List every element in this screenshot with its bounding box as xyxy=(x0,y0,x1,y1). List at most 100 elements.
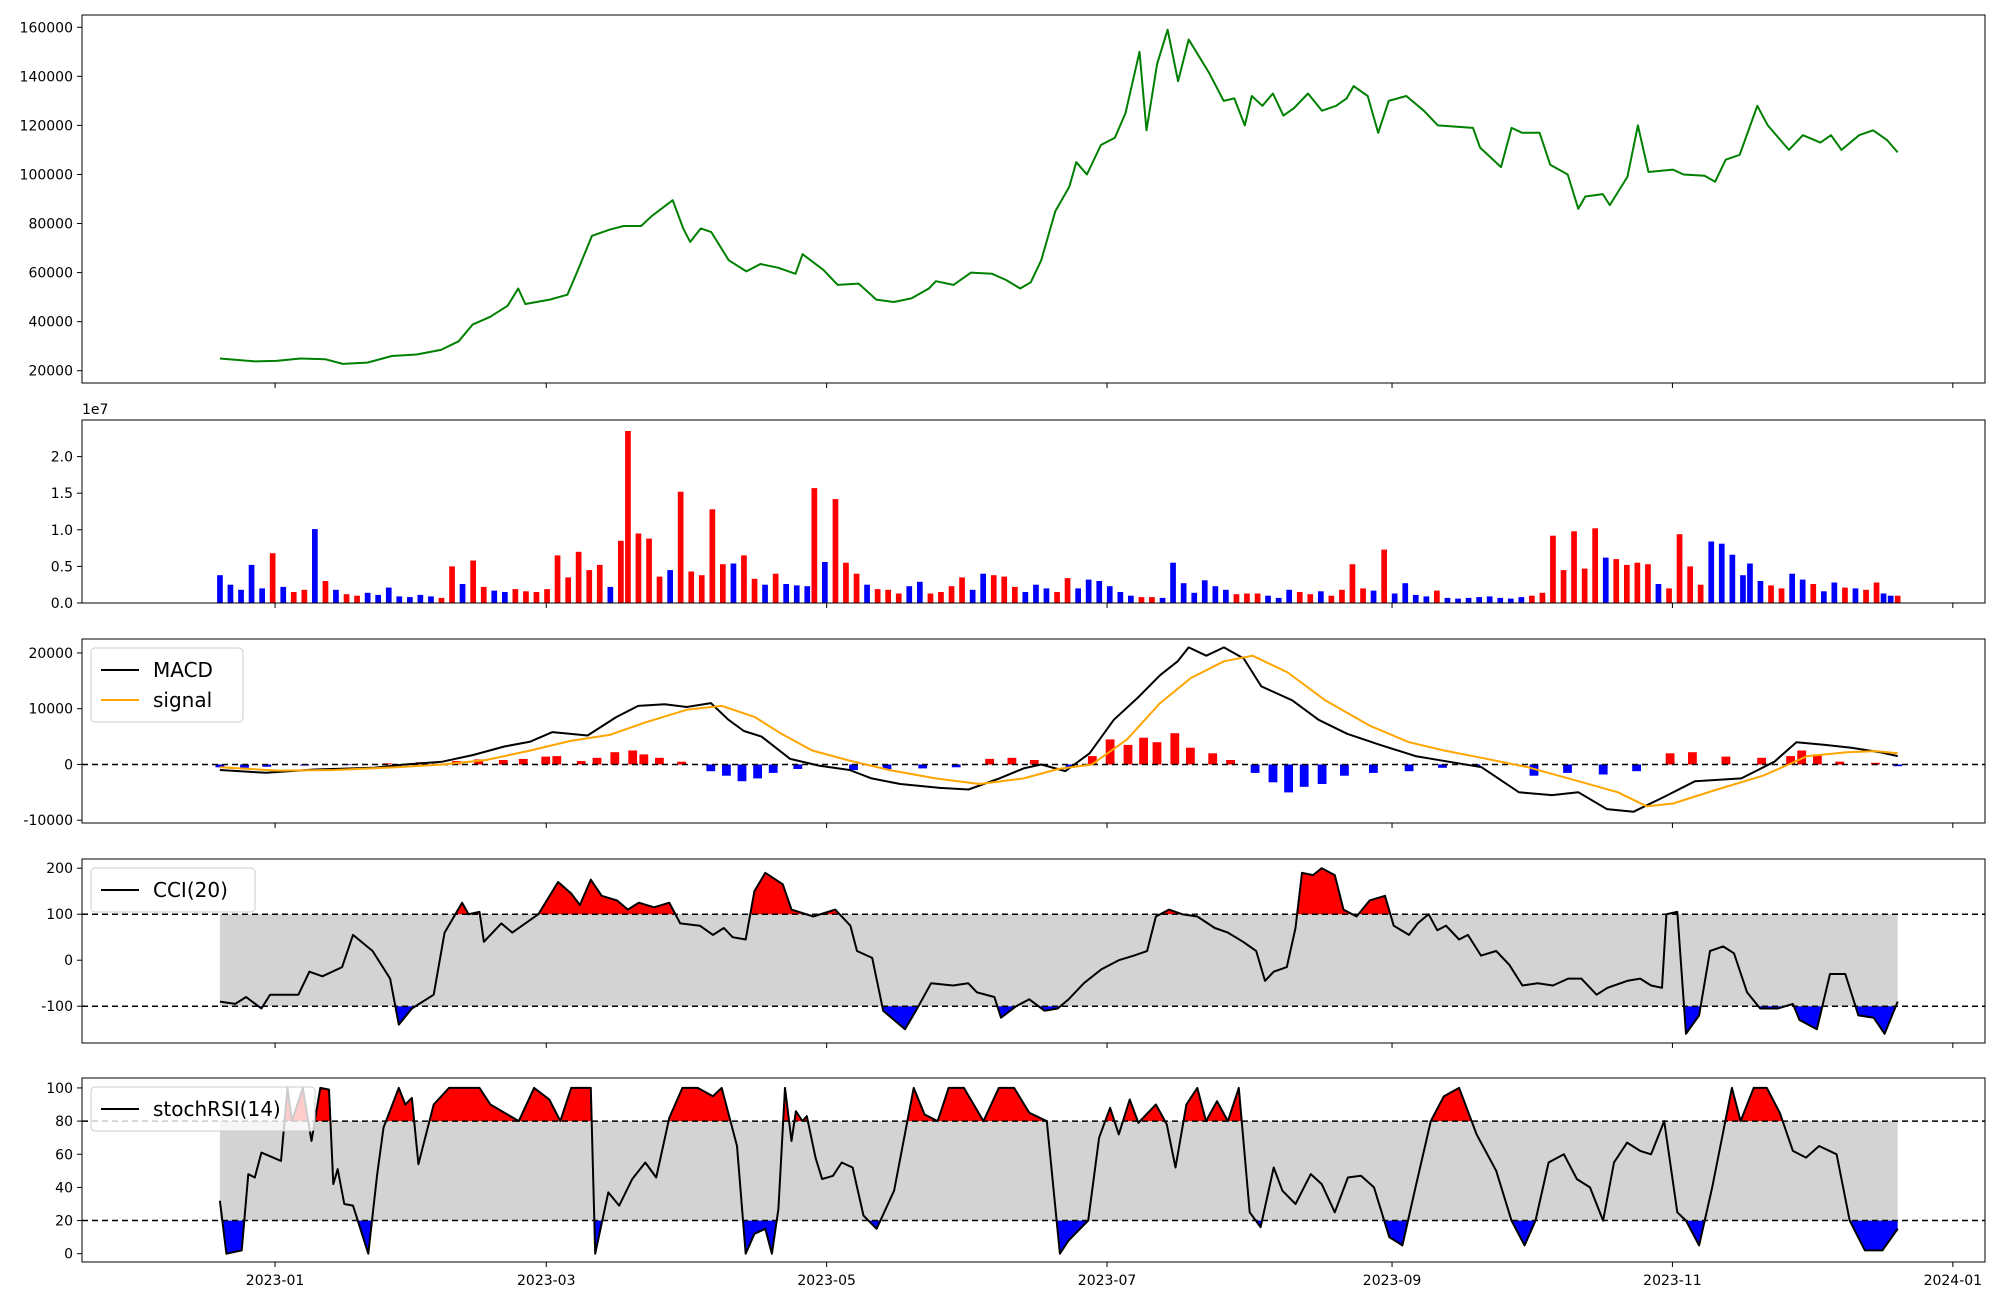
volume-bar xyxy=(1265,595,1271,603)
stochrsi-axes-frame xyxy=(81,1077,1986,1263)
volume-bar xyxy=(1223,589,1229,603)
cci-overbought-fill xyxy=(455,902,469,915)
stochrsi-overbought-fill xyxy=(1725,1087,1741,1122)
volume-bar xyxy=(635,533,642,603)
macd-legend-label: MACD xyxy=(153,658,213,682)
macd-histogram-bar xyxy=(1438,764,1447,768)
volume-bar xyxy=(741,555,747,603)
macd-histogram-bar xyxy=(655,757,664,765)
macd-histogram-bar xyxy=(1757,757,1766,765)
x-tick-label: 2023-09 xyxy=(1363,1273,1422,1289)
macd-histogram-bar xyxy=(1268,764,1278,783)
cci-overbought-fill xyxy=(538,879,676,915)
volume-bar xyxy=(1444,597,1451,603)
macd-histogram-bar xyxy=(1123,744,1133,765)
volume-bar xyxy=(656,576,663,603)
volume-bar xyxy=(1191,592,1198,603)
macd-histogram-bar xyxy=(576,761,586,765)
macd-legend-label: signal xyxy=(153,688,212,712)
volume-bar xyxy=(1550,535,1556,603)
stochrsi-oversold-fill xyxy=(1511,1220,1536,1246)
stochrsi-line xyxy=(218,1086,1899,1255)
macd-histogram-bar xyxy=(1299,764,1309,787)
volume-bar xyxy=(1434,590,1440,603)
volume-bar xyxy=(1465,597,1472,603)
volume-bar xyxy=(290,592,297,603)
stochrsi-overbought-fill xyxy=(1183,1087,1206,1122)
volume-bar xyxy=(1821,591,1827,603)
cci-overbought-fill xyxy=(1297,868,1353,915)
volume-bar xyxy=(1676,534,1683,603)
volume-bar xyxy=(990,575,997,603)
stochrsi-overbought-fill xyxy=(907,1087,938,1122)
stochrsi-y-tick-label: 20 xyxy=(55,1214,73,1230)
cci-overbought-fill xyxy=(1358,895,1391,915)
volume-bar xyxy=(980,573,986,603)
volume-bar xyxy=(544,589,550,603)
volume-bar xyxy=(565,577,571,603)
volume-bar xyxy=(354,595,360,603)
volume-bar xyxy=(1634,562,1641,603)
macd-histogram-bar xyxy=(1529,764,1539,776)
macd-histogram-bar xyxy=(722,764,731,776)
macd-histogram-bar xyxy=(1563,764,1572,773)
macd-histogram-bar xyxy=(768,764,778,773)
volume-bar xyxy=(1180,583,1187,603)
macd-histogram-bar xyxy=(1598,764,1608,775)
stochrsi-oversold-fill xyxy=(1384,1220,1408,1246)
volume-bar xyxy=(1539,592,1546,603)
volume-y-tick-label: 1.0 xyxy=(51,523,73,539)
volume-bar xyxy=(1581,568,1588,603)
volume-bar xyxy=(804,586,811,603)
volume-bar xyxy=(1518,597,1525,603)
cci-overbought-fill xyxy=(750,872,807,915)
stochrsi-overbought-fill xyxy=(668,1087,731,1122)
volume-bar xyxy=(1286,589,1292,603)
volume-bar xyxy=(1486,596,1493,603)
price-panel: 20000 40000 60000 80000 100000 120000 140000 16… xyxy=(20,14,1986,384)
volume-bar xyxy=(1602,557,1609,603)
macd-histogram-bar xyxy=(552,756,562,765)
volume-bar xyxy=(438,597,445,603)
volume-bar xyxy=(301,589,308,603)
macd-histogram-bar xyxy=(951,764,961,768)
stochrsi-y-tick-label: 80 xyxy=(55,1114,73,1130)
volume-bar xyxy=(1887,595,1894,603)
price-y-tick-label: 60000 xyxy=(28,266,73,282)
volume-bar xyxy=(1391,593,1398,603)
volume-bar xyxy=(783,584,789,603)
volume-bar xyxy=(1476,597,1482,603)
volume-bar xyxy=(772,573,779,603)
volume-bar xyxy=(1423,596,1430,603)
volume-bar xyxy=(269,553,276,603)
stochrsi-overbought-fill xyxy=(518,1087,561,1122)
volume-bar xyxy=(917,581,923,603)
volume-bar xyxy=(709,509,716,603)
volume-bar xyxy=(1655,584,1662,603)
stochrsi-oversold-fill xyxy=(222,1220,245,1254)
volume-bar xyxy=(396,596,403,603)
volume-bar xyxy=(1064,578,1071,603)
x-tick-label: 2023-07 xyxy=(1078,1273,1137,1289)
volume-bar xyxy=(1244,593,1250,603)
stochrsi-y-tick-label: 0 xyxy=(64,1247,73,1263)
volume-bar xyxy=(512,589,519,603)
volume-bar xyxy=(1339,589,1345,603)
volume-bar xyxy=(762,584,768,603)
cci-neutral-band xyxy=(219,914,1898,1007)
stochrsi-legend xyxy=(90,1086,316,1132)
volume-bar xyxy=(1275,597,1282,603)
volume-bar xyxy=(364,592,371,603)
macd-axes-frame xyxy=(81,638,1986,824)
volume-bar xyxy=(646,538,652,603)
volume-bar xyxy=(459,584,466,603)
volume-bar xyxy=(1571,531,1577,603)
volume-bar xyxy=(864,584,870,603)
macd-histogram-bar xyxy=(737,764,747,782)
price-y-tick-label: 40000 xyxy=(28,315,73,331)
volume-bar xyxy=(1529,595,1535,603)
macd-histogram-bar xyxy=(1871,762,1880,765)
volume-bar xyxy=(1360,588,1366,603)
macd-histogram-bar xyxy=(215,764,225,768)
macd-histogram-bar xyxy=(706,764,716,772)
